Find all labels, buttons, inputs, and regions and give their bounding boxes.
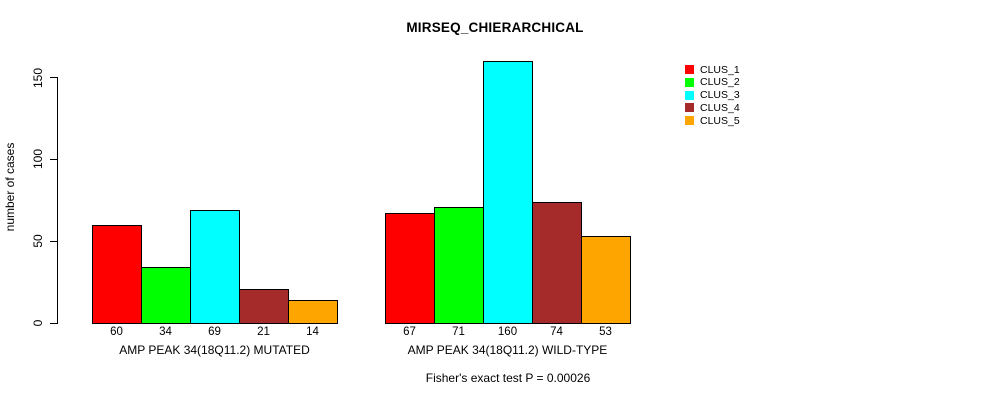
y-axis-tick-label: 50 bbox=[31, 234, 45, 248]
bar-clus_4-group2 bbox=[532, 202, 582, 324]
y-axis-line bbox=[57, 77, 58, 324]
legend-label: CLUS_4 bbox=[700, 101, 740, 114]
bar-value-label: 160 bbox=[497, 326, 518, 338]
bar-value-label: 74 bbox=[550, 326, 563, 338]
bar-value-label: 71 bbox=[452, 326, 465, 338]
legend-item-clus_4: CLUS_4 bbox=[685, 101, 740, 114]
legend-item-clus_2: CLUS_2 bbox=[685, 76, 740, 89]
bar-clus_4-group1 bbox=[239, 289, 289, 324]
legend-swatch-clus_2 bbox=[685, 77, 694, 87]
bar-value-label: 60 bbox=[110, 326, 123, 338]
chart-title: MIRSEQ_CHIERARCHICAL bbox=[406, 20, 584, 35]
bar-value-label: 67 bbox=[403, 326, 416, 338]
y-axis-title: number of cases bbox=[3, 142, 17, 232]
bar-value-label: 14 bbox=[306, 326, 319, 338]
legend-label: CLUS_5 bbox=[700, 114, 740, 127]
y-axis-tick bbox=[50, 322, 57, 324]
bar-clus_3-group1 bbox=[190, 210, 240, 324]
y-axis-tick bbox=[50, 77, 57, 79]
legend-swatch-clus_4 bbox=[685, 103, 694, 113]
legend-item-clus_5: CLUS_5 bbox=[685, 114, 740, 127]
bar-value-label: 21 bbox=[257, 326, 270, 338]
bar-value-label: 53 bbox=[599, 326, 612, 338]
y-axis-tick bbox=[50, 240, 57, 242]
y-axis-tick-label: 150 bbox=[31, 67, 45, 88]
bar-value-label: 34 bbox=[159, 326, 172, 338]
legend-swatch-clus_5 bbox=[685, 116, 694, 125]
y-axis-tick bbox=[50, 158, 57, 160]
legend-swatch-clus_3 bbox=[685, 90, 694, 100]
bar-clus_1-group2 bbox=[385, 213, 435, 324]
legend-item-clus_1: CLUS_1 bbox=[685, 63, 740, 76]
fisher-test-annotation: Fisher's exact test P = 0.00026 bbox=[425, 371, 591, 385]
legend-label: CLUS_1 bbox=[700, 63, 740, 76]
y-axis-tick-label: 0 bbox=[31, 319, 45, 327]
legend-label: CLUS_2 bbox=[700, 76, 740, 89]
legend-swatch-clus_1 bbox=[685, 65, 694, 74]
bar-value-label: 69 bbox=[208, 326, 221, 338]
bar-clus_1-group1 bbox=[92, 225, 142, 324]
bar-clus_5-group2 bbox=[581, 236, 631, 324]
legend-label: CLUS_3 bbox=[700, 89, 740, 101]
bar-clus_2-group1 bbox=[141, 267, 191, 324]
bar-clus_3-group2 bbox=[483, 61, 533, 324]
y-axis-tick-label: 100 bbox=[31, 149, 45, 170]
bar-clus_5-group1 bbox=[288, 300, 338, 324]
group-label-1: AMP PEAK 34(18Q11.2) MUTATED bbox=[119, 343, 310, 357]
legend-item-clus_3: CLUS_3 bbox=[685, 89, 740, 101]
bar-clus_2-group2 bbox=[434, 207, 484, 324]
group-label-2: AMP PEAK 34(18Q11.2) WILD-TYPE bbox=[407, 343, 608, 357]
